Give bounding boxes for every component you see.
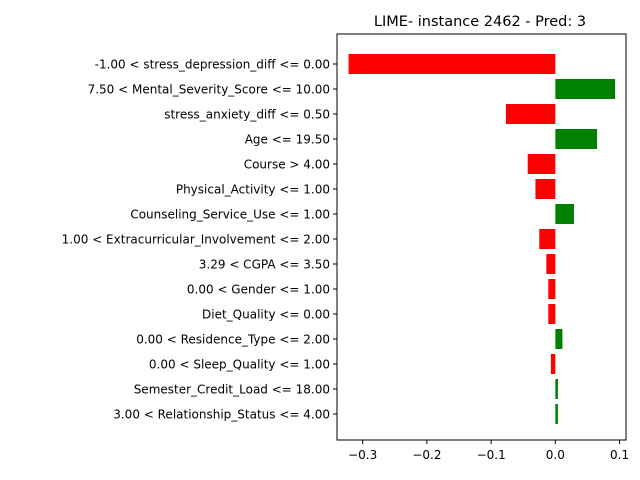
bar-4 (527, 154, 556, 174)
y-tick-label-6: Counseling_Service_Use <= 1.00 (130, 208, 330, 222)
bars-group (348, 54, 616, 424)
bar-2 (505, 104, 556, 124)
y-tick-label-7: 1.00 < Extracurricular_Involvement <= 2.… (62, 233, 330, 247)
y-tick-label-14: 3.00 < Relationship_Status <= 4.00 (113, 408, 330, 422)
y-tick-label-9: 0.00 < Gender <= 1.00 (187, 283, 330, 297)
chart-title: LIME- instance 2462 - Pred: 3 (374, 14, 586, 30)
x-tick-label-2: −0.1 (477, 448, 506, 462)
y-tick-label-5: Physical_Activity <= 1.00 (176, 183, 330, 197)
x-tick-label-4: 0.1 (610, 448, 629, 462)
x-tick-label-1: −0.2 (412, 448, 441, 462)
x-tick-label-3: 0.0 (546, 448, 565, 462)
y-tick-label-11: 0.00 < Residence_Type <= 2.00 (136, 333, 330, 347)
bar-3 (555, 129, 598, 149)
bar-14 (555, 404, 558, 424)
bar-13 (555, 379, 558, 399)
y-tick-label-10: Diet_Quality <= 0.00 (202, 308, 330, 322)
plot-frame (336, 33, 627, 441)
y-tick-label-13: Semester_Credit_Load <= 18.00 (134, 383, 330, 397)
y-tick-label-3: Age <= 19.50 (245, 133, 330, 147)
y-tick-label-1: 7.50 < Mental_Severity_Score <= 10.00 (88, 83, 330, 97)
y-tick-label-4: Course > 4.00 (244, 158, 330, 172)
bar-0 (348, 54, 556, 74)
y-tick-label-12: 0.00 < Sleep_Quality <= 1.00 (149, 358, 330, 372)
bar-11 (555, 329, 563, 349)
bar-10 (548, 304, 556, 324)
x-ticks: −0.3 −0.2 −0.1 0.0 0.1 (348, 440, 629, 462)
bar-9 (548, 279, 556, 299)
y-tick-label-0: -1.00 < stress_depression_diff <= 0.00 (95, 58, 330, 72)
y-tick-label-2: stress_anxiety_diff <= 0.50 (164, 108, 330, 122)
y-tick-label-8: 3.29 < CGPA <= 3.50 (199, 258, 330, 272)
bar-12 (550, 354, 556, 374)
bar-1 (555, 79, 616, 99)
y-tick-labels: -1.00 < stress_depression_diff <= 0.00 7.… (62, 58, 337, 422)
bar-6 (555, 204, 574, 224)
x-tick-label-0: −0.3 (348, 448, 377, 462)
bar-5 (535, 179, 556, 199)
bar-7 (539, 229, 556, 249)
bar-8 (546, 254, 556, 274)
